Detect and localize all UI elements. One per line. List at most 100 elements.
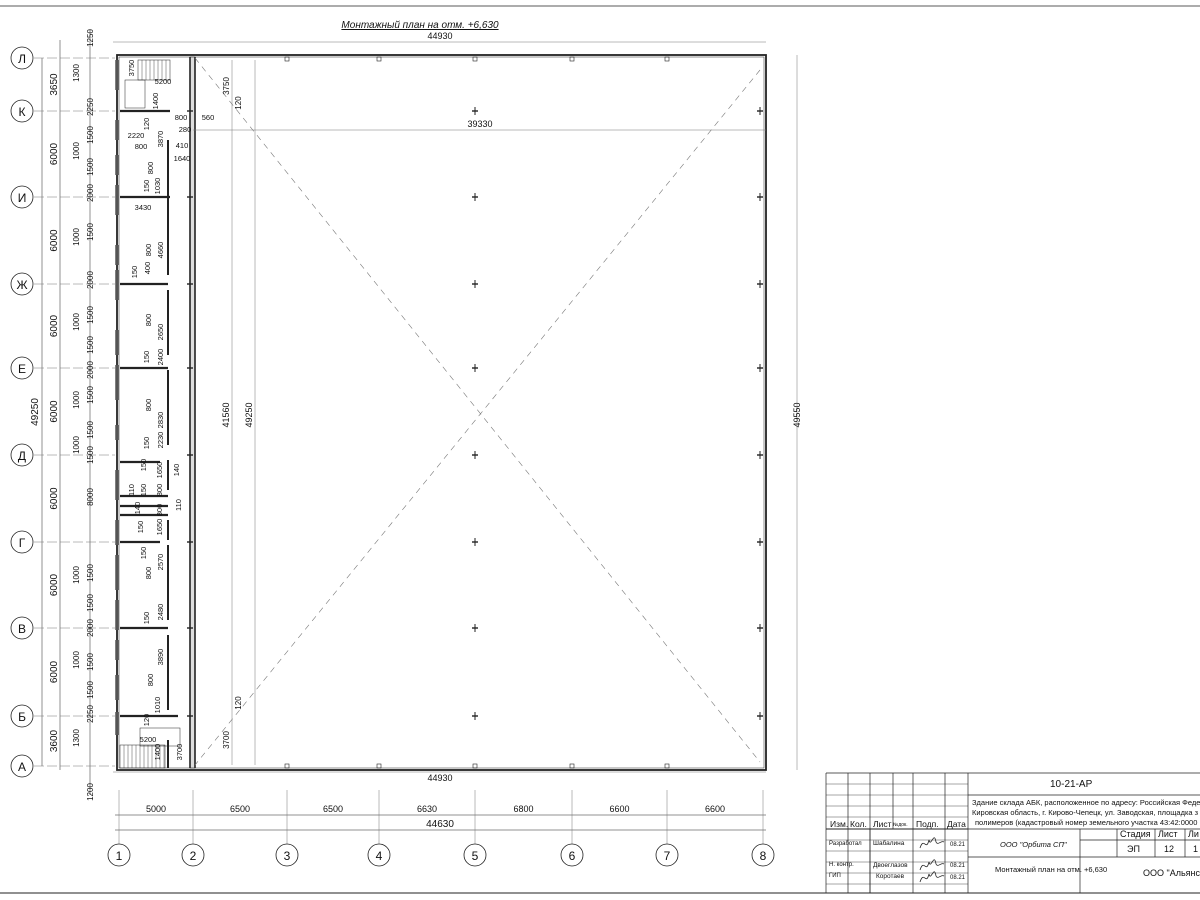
row-minor-label: 1500 [86, 594, 95, 612]
row-minor-label: 2250 [86, 705, 95, 723]
diagonal-dashed-line [194, 57, 761, 763]
stair-flight [119, 744, 166, 769]
column-axis-label: 5 [472, 849, 479, 863]
stair-landing [124, 79, 146, 109]
row-minor-label: 1500 [86, 223, 95, 241]
interior-dimension: 1400 [153, 744, 162, 761]
interior-dimension: 2400 [156, 349, 165, 366]
row-spacing-label: 6000 [49, 400, 60, 423]
column-axis-label: 7 [664, 849, 671, 863]
overall-height-right: 49550 [792, 402, 802, 427]
building-outline-inner [118, 56, 765, 769]
interior-dimension: 140 [172, 464, 181, 477]
column-post [376, 56, 382, 62]
sheet-label: Лист [1158, 829, 1178, 839]
row-minor-label: 8000 [86, 488, 95, 506]
interior-dimension: 1640 [174, 154, 191, 163]
column-axis-bubble [560, 843, 584, 867]
interior-dimension: 800 [155, 504, 164, 517]
interior-dimension: 3870 [156, 131, 165, 148]
signature [919, 837, 945, 849]
signature [919, 859, 945, 871]
interior-dimension: 1650 [155, 519, 164, 536]
column-axis-bubble [751, 843, 775, 867]
interior-dimension: 800 [146, 162, 155, 175]
row-spacing-label: 6000 [49, 487, 60, 510]
corner-dimension: 3750 [222, 77, 231, 95]
interior-dimension: 800 [144, 244, 153, 257]
row-minor-label: 1500 [86, 386, 95, 404]
row-minor-label: 1300 [72, 64, 81, 82]
column-axis-bubble [107, 843, 131, 867]
overall-width-bottom: 44930 [427, 773, 452, 783]
interior-dimension: 2480 [156, 604, 165, 621]
row-spacing-label: 6000 [49, 229, 60, 252]
row-minor-label: 1500 [86, 653, 95, 671]
row-axis-label: К [19, 105, 26, 119]
row-role-1: Разработал [829, 841, 862, 847]
row-axis-bubble [10, 99, 34, 123]
row-axis-label: Б [18, 710, 26, 724]
column-axis-label: 8 [760, 849, 767, 863]
row-minor-label: 1000 [72, 566, 81, 584]
row-axis-bubble [10, 530, 34, 554]
row-date-2: 08.21 [950, 863, 966, 869]
organization: ООО "Орбита СП" [1000, 840, 1067, 849]
column-post [284, 763, 290, 769]
column-axis-bubble [655, 843, 679, 867]
interior-dimension: 150 [139, 459, 148, 472]
row-spacing-label: 3600 [49, 729, 60, 752]
row-minor-label: 1000 [72, 228, 81, 246]
column-spacing-label: 5000 [146, 804, 166, 814]
drawing-title: Монтажный план на отм. +6,630 [341, 20, 499, 31]
interior-dimension: 2220 [128, 131, 145, 140]
column-post [664, 763, 670, 769]
header-kol: Кол. [850, 819, 867, 829]
row-axis-bubble [10, 616, 34, 640]
interior-dimension: 150 [142, 437, 151, 450]
column-post [472, 56, 478, 62]
row-axis-bubble [10, 185, 34, 209]
header-ndok: №док. [893, 822, 908, 828]
row-spacing-label: 6000 [49, 660, 60, 683]
interior-dimension: 150 [139, 547, 148, 560]
interior-dimension: 1650 [155, 462, 164, 479]
interior-dimension: 2570 [156, 554, 165, 571]
column-post [569, 763, 575, 769]
interior-dimension: 110 [174, 499, 183, 511]
row-minor-label: 1500 [86, 336, 95, 354]
column-axis-bubble [367, 843, 391, 867]
company-name: ООО "Альянс [1143, 868, 1200, 878]
row-minor-label: 1500 [86, 126, 95, 144]
interior-dimension: 150 [142, 351, 151, 364]
column-axis-label: 4 [376, 849, 383, 863]
inner-span-label: 39330 [467, 119, 492, 129]
interior-dimension: 800 [175, 113, 188, 122]
interior-dimension: 1010 [153, 697, 162, 714]
stage-label: Стадия [1120, 829, 1151, 839]
row-axis-label: А [18, 760, 26, 774]
corner-dimension: 120 [234, 96, 243, 110]
corner-dimension: 120 [234, 696, 243, 710]
interior-dimension: 400 [143, 262, 152, 275]
interior-dimension: 5200 [140, 735, 157, 744]
column-axis-bubble [463, 843, 487, 867]
row-minor-label: 1000 [72, 651, 81, 669]
row-axis-label: Ж [16, 278, 27, 292]
interior-dimension: 800 [144, 314, 153, 327]
row-minor-label: 1300 [72, 729, 81, 747]
interior-dimension: 560 [202, 113, 215, 122]
column-axis-label: 1 [116, 849, 123, 863]
column-total-label: 44630 [426, 819, 454, 830]
interior-dimension: 120 [142, 714, 151, 727]
interior-dimension: 2650 [156, 324, 165, 341]
column-post [284, 56, 290, 62]
row-axis-bubble [10, 443, 34, 467]
header-data: Дата [947, 819, 966, 829]
column-post [376, 763, 382, 769]
column-spacing-label: 6600 [705, 804, 725, 814]
row-minor-label: 2000 [86, 271, 95, 289]
row-minor-label: 1500 [86, 564, 95, 582]
corner-dimension: 3700 [222, 731, 231, 749]
